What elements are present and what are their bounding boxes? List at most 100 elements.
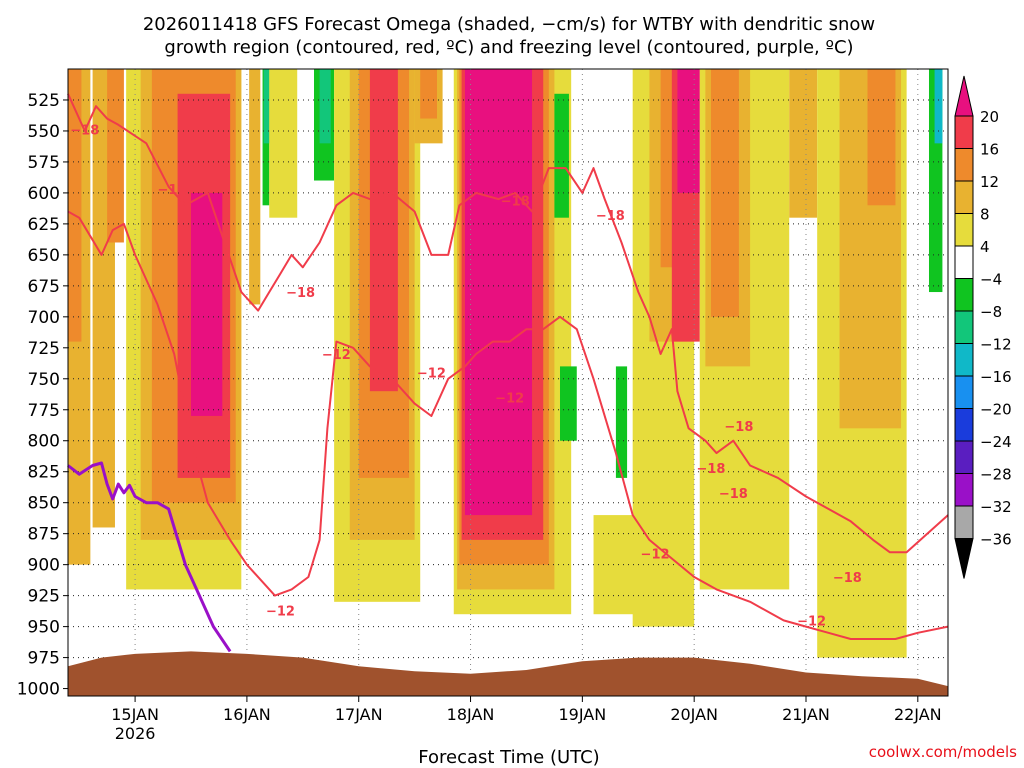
colorbar-label-12: −32 (980, 498, 1012, 516)
omega-band-20 (420, 69, 437, 119)
y-tick-label-750: 750 (28, 370, 60, 390)
x-tick-label-19JAN: 19JAN (558, 705, 606, 724)
omega-band-26 (554, 93, 569, 218)
colorbar-label-1: 16 (980, 141, 999, 159)
omega-band-3 (107, 69, 124, 243)
contour-label-5: −18 (596, 209, 625, 224)
colorbar-label-3: 8 (980, 206, 990, 224)
y-tick-label-550: 550 (28, 122, 60, 142)
colorbar-label-10: −24 (980, 433, 1012, 451)
omega-band-43 (934, 69, 943, 144)
colorbar-label-5: −4 (980, 271, 1002, 289)
colorbar: 20 16 12 8 4 −4 −8 −12 −16 −20 −24 −28 −32 −36 (954, 75, 1012, 579)
omega-shading-layer (68, 69, 948, 696)
y-tick-label-525: 525 (28, 91, 60, 111)
omega-band-27 (559, 366, 577, 441)
omega-band-12 (269, 69, 298, 218)
colorbar-swatch-7 (954, 310, 974, 344)
colorbar-swatch-1 (954, 115, 974, 149)
x-tick-label-17JAN: 17JAN (335, 705, 383, 724)
contour-label-15: −12 (797, 614, 826, 629)
pressure-axis: 525 550 575 600 625 650 675 700 725 750 775 800 825 8… (17, 91, 68, 700)
colorbar-label-13: −36 (980, 531, 1012, 549)
y-tick-label-1000: 1000 (17, 680, 60, 700)
contour-label-13: −12 (495, 391, 524, 406)
x-axis-label: Forecast Time (UTC) (418, 747, 599, 768)
x-tick-year-label: 2026 (115, 724, 156, 743)
contour-layer: −18 −18 −18 −18 −18 −18 −18 −18 −18 −18 −12 −12 −12 −… (67, 93, 949, 653)
terrain-layer (68, 651, 948, 696)
colorbar-swatch-2 (954, 148, 974, 182)
x-tick-label-21JAN: 21JAN (782, 705, 830, 724)
y-tick-label-800: 800 (28, 432, 60, 452)
contour-label-14: −12 (641, 548, 670, 563)
contour-label-6: −18 (724, 420, 753, 435)
colorbar-swatch-12 (954, 473, 974, 507)
contour-label-3: −18 (369, 187, 398, 202)
colorbar-swatch-3 (954, 180, 974, 214)
omega-band-11 (263, 69, 270, 144)
y-tick-label-625: 625 (28, 215, 60, 235)
y-tick-label-950: 950 (28, 618, 60, 638)
contour-label-7: −18 (696, 462, 725, 477)
dgz-contour-0 (67, 93, 949, 554)
chart-title-line-1: 2026011418 GFS Forecast Omega (shaded, −… (143, 14, 875, 35)
plot-frame (67, 68, 949, 697)
y-tick-label-650: 650 (28, 246, 60, 266)
contour-label-10: −12 (322, 348, 351, 363)
y-tick-label-600: 600 (28, 184, 60, 204)
colorbar-swatch-8 (954, 343, 974, 377)
y-tick-label-975: 975 (28, 649, 60, 669)
colorbar-swatch-4 (954, 213, 974, 247)
omega-band-28 (615, 366, 628, 478)
colorbar-swatch-5 (954, 245, 974, 279)
y-tick-label-700: 700 (28, 308, 60, 328)
contour-label-11: −12 (266, 605, 295, 620)
colorbar-label-7: −12 (980, 336, 1012, 354)
dgz-contour-1 (67, 210, 949, 640)
omega-band-41 (867, 69, 896, 206)
y-tick-label-675: 675 (28, 277, 60, 297)
colorbar-swatch-9 (954, 375, 974, 409)
contour-label-8: −18 (719, 487, 748, 502)
colorbar-swatch-6 (954, 278, 974, 312)
colorbar-label-0: 20 (980, 108, 999, 126)
omega-band-37 (710, 69, 739, 317)
y-tick-label-875: 875 (28, 525, 60, 545)
colorbar-top-arrow (954, 75, 974, 117)
omega-band-18 (369, 69, 398, 392)
omega-band-25 (464, 69, 533, 516)
y-tick-label-900: 900 (28, 556, 60, 576)
x-tick-label-15JAN: 15JAN (111, 705, 159, 724)
y-tick-label-725: 725 (28, 339, 60, 359)
contour-label-9: −18 (833, 571, 862, 586)
x-tick-label-16JAN: 16JAN (223, 705, 271, 724)
omega-band-14 (319, 69, 331, 144)
x-tick-label-18JAN: 18JAN (447, 705, 495, 724)
colorbar-label-6: −8 (980, 303, 1002, 321)
colorbar-label-4: 4 (980, 238, 990, 256)
colorbar-swatch-11 (954, 440, 974, 474)
omega-band-1 (68, 69, 82, 342)
colorbar-label-8: −16 (980, 368, 1012, 386)
terrain-fill (68, 651, 948, 696)
contour-label-4: −18 (501, 194, 530, 209)
y-tick-label-925: 925 (28, 587, 60, 607)
omega-band-9 (249, 69, 261, 305)
y-tick-label-850: 850 (28, 494, 60, 514)
credit-text: coolwx.com/models (869, 743, 1017, 761)
x-tick-label-20JAN: 20JAN (670, 705, 718, 724)
contour-label-1: −18 (157, 183, 186, 198)
colorbar-bottom-arrow (954, 538, 974, 579)
x-tick-label-22JAN: 22JAN (894, 705, 942, 724)
freezing-level-contour-0 (67, 461, 232, 653)
colorbar-swatch-13 (954, 505, 974, 539)
colorbar-label-2: 12 (980, 173, 999, 191)
colorbar-label-11: −28 (980, 466, 1012, 484)
y-tick-label-825: 825 (28, 463, 60, 483)
chart-title-line-2: growth region (contoured, red, ºC) and f… (164, 37, 853, 58)
colorbar-swatch-10 (954, 408, 974, 442)
y-tick-label-575: 575 (28, 153, 60, 173)
